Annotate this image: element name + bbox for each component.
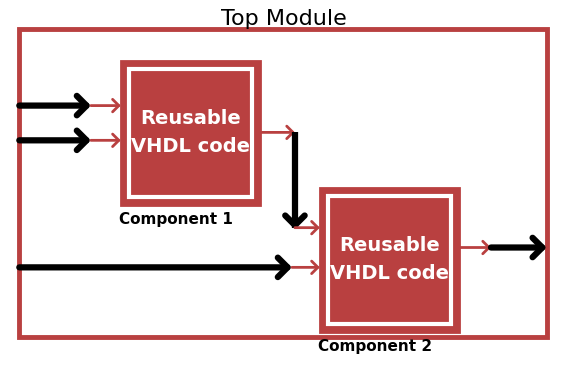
Text: Reusable
VHDL code: Reusable VHDL code (131, 109, 250, 156)
Bar (320, 188, 459, 332)
Bar (19, 29, 547, 337)
Bar (121, 61, 260, 205)
Bar (129, 69, 252, 197)
Text: Component 2: Component 2 (318, 339, 432, 354)
Bar (328, 196, 451, 324)
Text: Top Module: Top Module (221, 9, 347, 29)
Text: Reusable
VHDL code: Reusable VHDL code (330, 236, 449, 283)
Text: Component 1: Component 1 (119, 212, 233, 227)
